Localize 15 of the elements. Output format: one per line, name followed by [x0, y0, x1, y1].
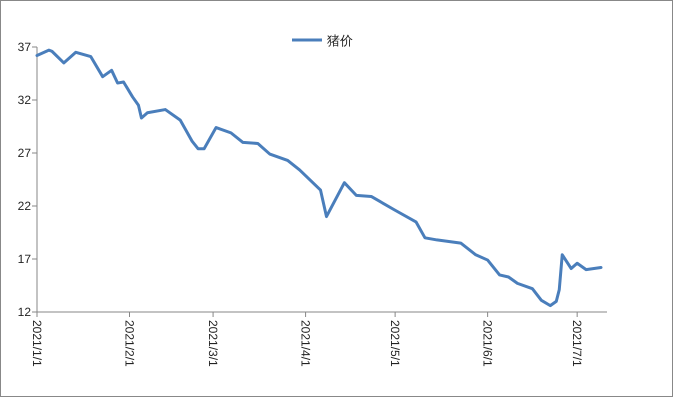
x-tick-label: 2021/2/1 [122, 320, 137, 368]
y-tick-label: 12 [18, 305, 32, 319]
y-tick-label: 22 [18, 199, 32, 213]
y-tick-label: 27 [18, 146, 32, 160]
x-tick-label: 2021/6/1 [480, 320, 495, 368]
x-tick-label: 2021/5/1 [388, 320, 402, 368]
y-tick-label: 32 [18, 93, 32, 107]
legend-label: 猪价 [327, 33, 353, 48]
legend: 猪价 [292, 33, 353, 48]
x-tick-label: 2021/4/1 [298, 320, 313, 368]
y-tick-label: 37 [18, 40, 32, 54]
x-tick-label: 2021/1/1 [30, 320, 44, 368]
y-tick-label: 17 [18, 252, 32, 266]
x-tick-label: 2021/3/1 [206, 320, 220, 368]
x-tick-label: 2021/7/1 [570, 320, 584, 368]
